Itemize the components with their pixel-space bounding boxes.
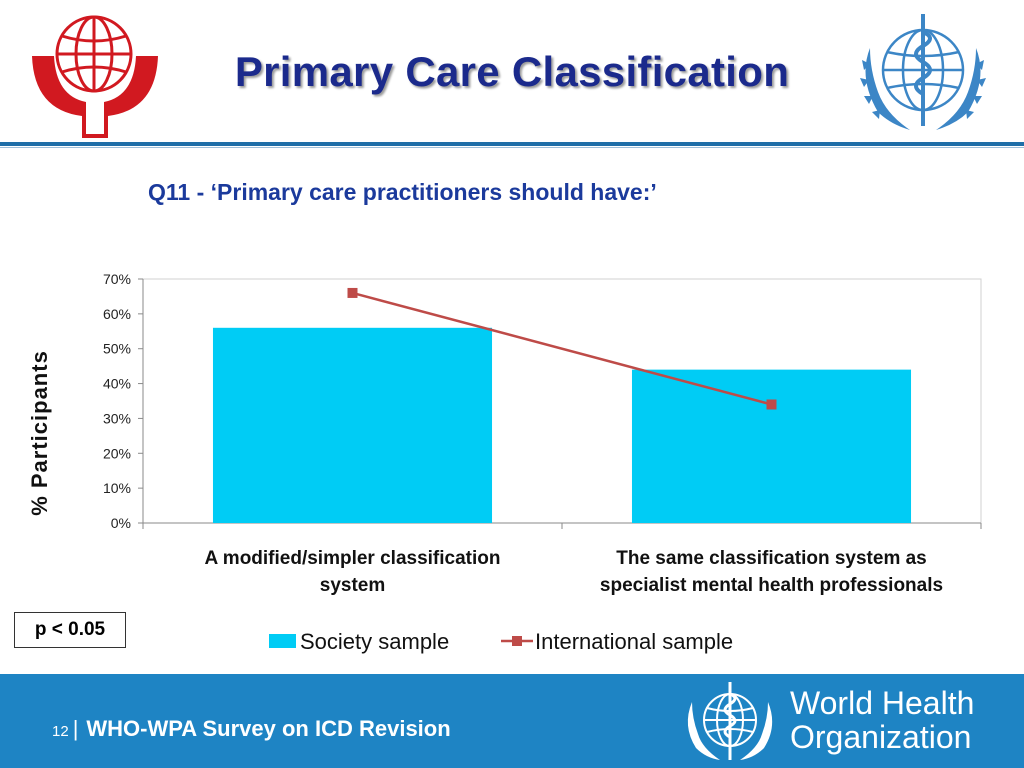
who-name-line2: Organization: [790, 719, 972, 755]
x-category-label: The same classification system as: [616, 548, 927, 569]
legend-label-international-sample: International sample: [535, 629, 733, 654]
legend-marker-international-sample: [512, 636, 522, 646]
x-category-label: A modified/simpler classification: [205, 548, 501, 569]
legend-swatch-society-sample: [269, 634, 296, 648]
footer-survey-label: 12 | WHO-WPA Survey on ICD Revision: [52, 716, 451, 742]
y-tick-label: 30%: [103, 410, 131, 426]
y-tick-label: 0%: [111, 515, 131, 531]
title-divider: [0, 142, 1024, 146]
survey-title: WHO-WPA Survey on ICD Revision: [86, 716, 451, 741]
y-tick-label: 60%: [103, 306, 131, 322]
x-category-label: system: [320, 575, 386, 596]
footer-separator: |: [72, 716, 79, 741]
series-line-international-sample: [352, 291, 772, 406]
legend-label-society-sample: Society sample: [300, 629, 449, 654]
who-emblem-icon: [687, 682, 773, 760]
bar-society-sample: [631, 369, 912, 523]
slide-title: Primary Care Classification: [234, 48, 790, 95]
question-heading: Q11 - ‘Primary care practitioners should…: [148, 179, 657, 205]
y-tick-label: 20%: [103, 445, 131, 461]
wpa-globe-logo-icon: [32, 15, 158, 138]
significance-box: p < 0.05: [14, 612, 126, 648]
title-divider-thin: [0, 147, 1024, 148]
bar-society-sample: [212, 327, 493, 523]
x-category-label: specialist mental health professionals: [600, 575, 943, 596]
y-tick-label: 50%: [103, 341, 131, 357]
combo-chart: 0% 10% 20% 30% 40% 50% 60% 70% A modified/simple…: [103, 271, 982, 654]
page-number: 12: [52, 723, 69, 740]
who-name: World Health Organization: [790, 686, 974, 754]
y-tick-label: 10%: [103, 480, 131, 496]
footer-bar: [0, 674, 1024, 768]
who-emblem-icon: [860, 14, 986, 130]
y-tick-label: 70%: [103, 271, 131, 287]
point-international-sample: [766, 399, 777, 410]
who-name-line1: World Health: [790, 685, 975, 721]
point-international-sample: [347, 287, 358, 298]
y-tick-label: 40%: [103, 376, 131, 392]
